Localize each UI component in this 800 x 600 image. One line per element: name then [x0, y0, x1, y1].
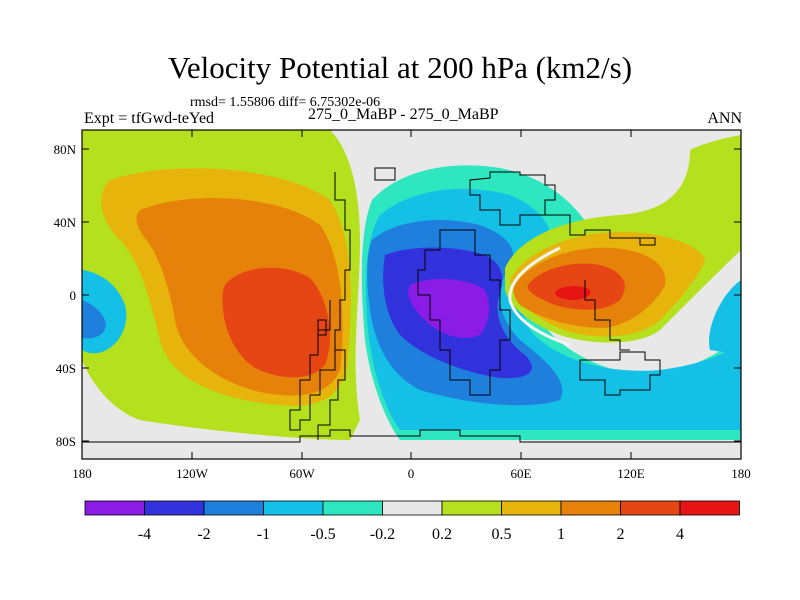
colorbar-swatch	[203, 500, 264, 516]
colorbar-swatch	[84, 500, 145, 516]
coastline-eurasia	[469, 171, 556, 226]
x-tick-180w: 180	[72, 466, 92, 481]
y-tick-labels: 80N 40N 0 40S 80S	[54, 142, 77, 449]
y-tick-80n: 80N	[54, 142, 77, 157]
coastline-antarctica	[82, 429, 741, 443]
colorbar-labels: -4 -2 -1 -0.5 -0.2 0.2 0.5 1 2 4	[138, 526, 684, 543]
coastline-small-islands	[317, 319, 327, 336]
x-tick-120w: 120W	[176, 466, 209, 481]
coastlines	[82, 167, 741, 443]
colorbar-label: 1	[557, 526, 565, 543]
y-axis	[82, 148, 741, 442]
contour-pos-2-west	[222, 267, 330, 378]
colorbar-label: 4	[676, 526, 684, 543]
x-axis	[81, 130, 742, 459]
plot-title: Velocity Potential at 200 hPa (km2/s)	[167, 50, 633, 85]
coastline-south-america	[289, 300, 336, 431]
x-tick-labels: 180 120W 60W 0 60E 120E 180	[72, 466, 751, 481]
x-tick-0: 0	[408, 466, 415, 481]
experiment-label: Expt = tfGwd-teYed	[84, 110, 215, 127]
y-tick-40s: 40S	[56, 361, 76, 376]
contour-neg-far-west-inner	[82, 300, 106, 339]
colorbar-label: -0.2	[370, 526, 395, 543]
colorbar-swatch	[441, 500, 502, 516]
coastline-arctic	[374, 167, 396, 181]
colorbar	[84, 500, 740, 516]
y-tick-80s: 80S	[56, 434, 76, 449]
x-tick-180e: 180	[731, 466, 751, 481]
comparison-subtitle: 275_0_MaBP - 275_0_MaBP	[308, 106, 499, 123]
colorbar-label: 0.5	[492, 526, 512, 543]
coastline-africa	[417, 229, 511, 396]
y-tick-40n: 40N	[54, 215, 77, 230]
stats-line: rmsd= 1.55806 diff= 6.75302e-06	[190, 95, 381, 110]
colorbar-label: -1	[257, 526, 270, 543]
coastline-australia	[579, 351, 661, 396]
colorbar-swatch	[560, 500, 621, 516]
colorbar-swatch	[322, 500, 383, 516]
contour-pos-4-east	[554, 286, 591, 300]
zero-contour-gap	[508, 246, 571, 347]
contour-neg-far-east	[709, 280, 741, 355]
x-tick-120e: 120E	[617, 466, 645, 481]
coastline-asia-east	[545, 214, 656, 246]
coastline-southeast-asia	[584, 280, 630, 351]
colorbar-swatch	[144, 500, 205, 516]
colorbar-swatch	[620, 500, 681, 516]
contour-neg-4	[408, 278, 490, 338]
y-tick-0: 0	[70, 288, 77, 303]
x-tick-60w: 60W	[289, 466, 315, 481]
colorbar-swatch	[382, 500, 443, 516]
colorbar-swatch	[679, 500, 740, 516]
colorbar-swatch	[501, 500, 562, 516]
season-label: ANN	[707, 110, 742, 127]
coastline-americas	[317, 172, 351, 440]
colorbar-swatch	[263, 500, 324, 516]
colorbar-label: -2	[197, 526, 210, 543]
colorbar-label: 0.2	[432, 526, 452, 543]
colorbar-label: 2	[617, 526, 625, 543]
x-tick-60e: 60E	[511, 466, 532, 481]
contour-field	[82, 130, 741, 459]
colorbar-label: -0.5	[310, 526, 335, 543]
colorbar-label: -4	[138, 526, 151, 543]
